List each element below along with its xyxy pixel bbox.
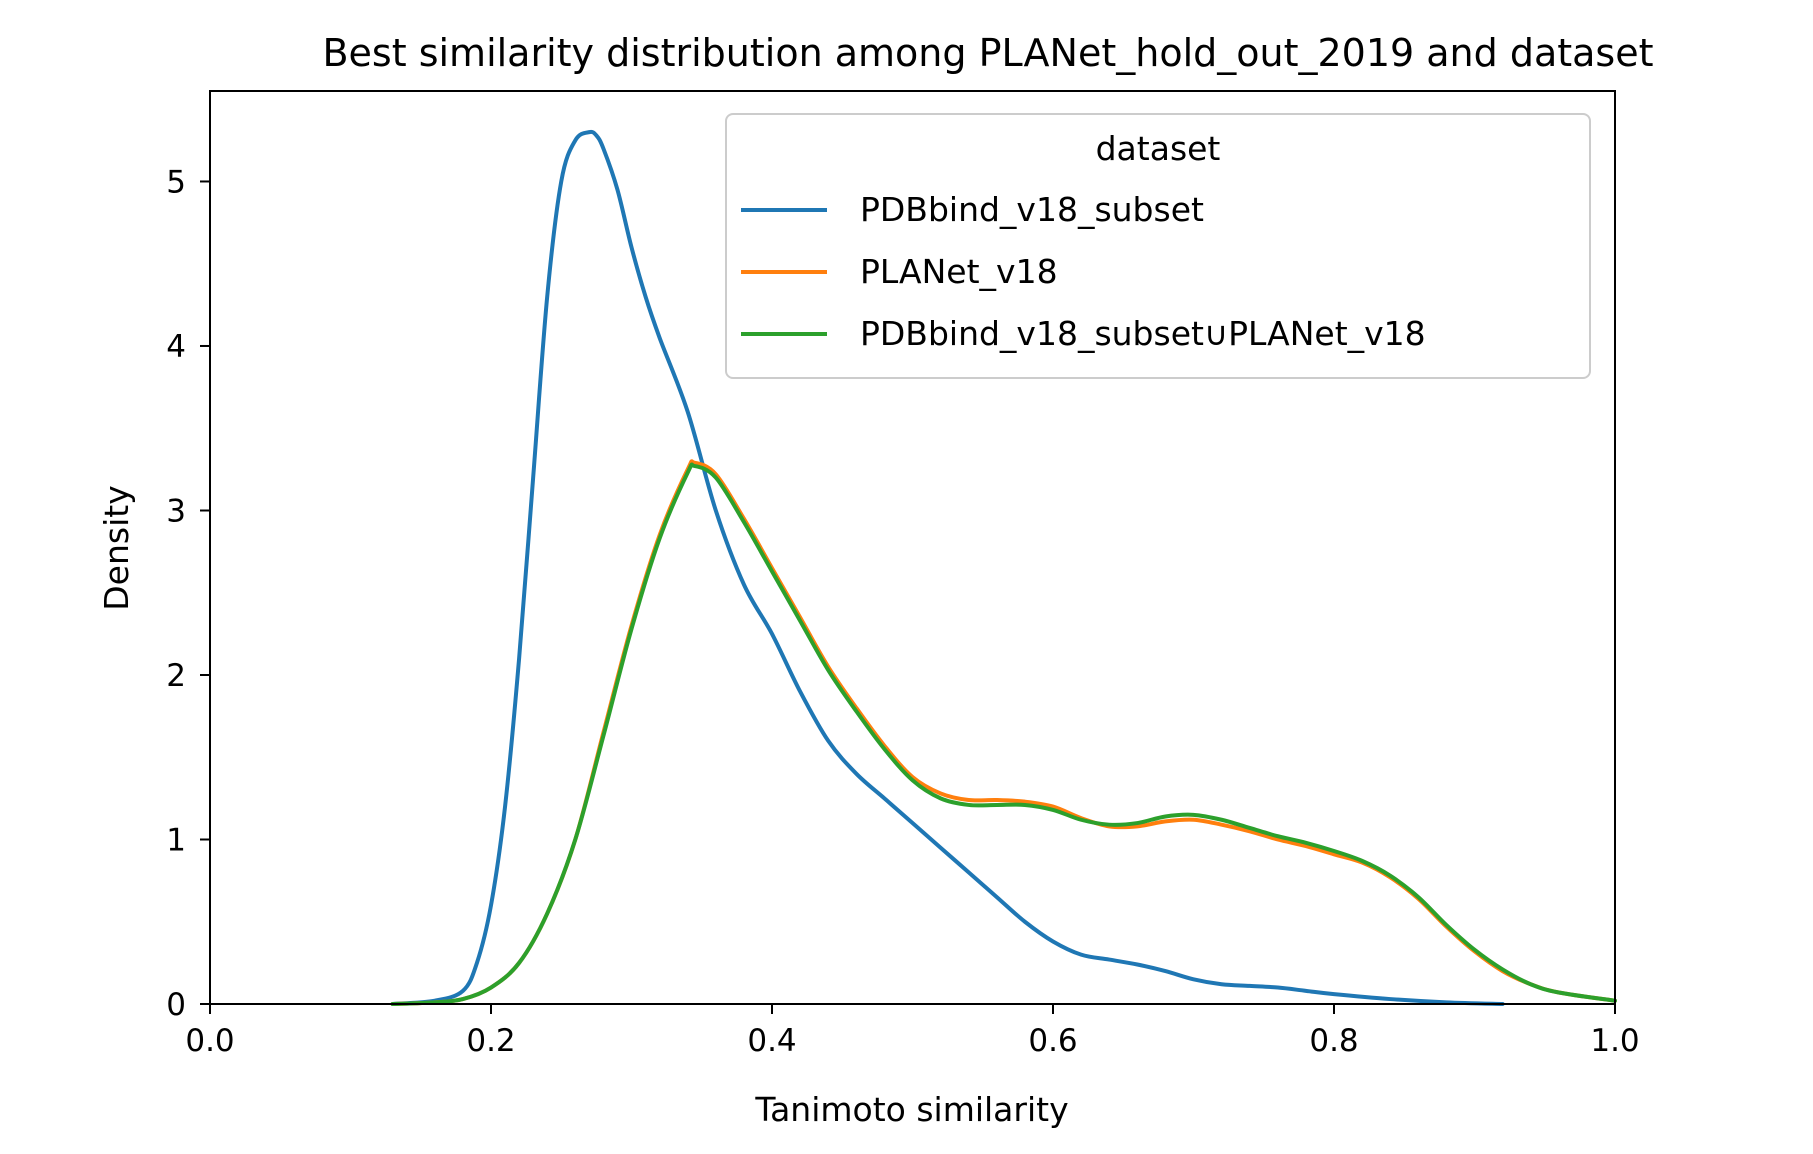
legend-entries: PDBbind_v18_subset PLANet_v18 PDBbind_v18_… [741,190,1426,353]
x-tick-label: 0.2 [466,1023,515,1059]
x-axis-label: Tanimoto similarity [754,1090,1068,1129]
legend-title: dataset [1096,129,1221,168]
y-tick-label: 4 [166,329,186,365]
legend-label-1: PLANet_v18 [860,252,1058,291]
series-layer [390,129,1617,1006]
y-tick-label: 3 [166,493,186,529]
series-line-2 [390,462,1617,1006]
y-axis-label: Density [97,485,136,610]
y-tick-label: 1 [166,822,186,858]
legend-label-2: PDBbind_v18_subset∪PLANet_v18 [860,314,1426,353]
y-axis: 0 1 2 3 4 5 [166,164,210,1023]
y-tick-label: 0 [166,987,186,1023]
series-line-1 [390,459,1617,1006]
x-tick-label: 0.6 [1028,1023,1077,1059]
x-tick-label: 0.4 [747,1023,796,1059]
x-axis: 0.0 0.2 0.4 0.6 0.8 1.0 [185,1004,1640,1059]
plot-frame [209,90,1616,1005]
chart-title: Best similarity distribution among PLANe… [322,31,1653,75]
legend: dataset PDBbind_v18_subsetPLANet_v18PDBb… [725,113,1591,379]
legend-box [725,113,1591,379]
x-tick-label: 1.0 [1590,1023,1639,1059]
y-tick-label: 2 [166,658,186,694]
y-tick-label: 5 [166,164,186,200]
x-tick-label: 0.0 [185,1023,234,1059]
x-tick-label: 0.8 [1309,1023,1358,1059]
legend-label-0: PDBbind_v18_subset [860,190,1204,229]
series-line-0 [390,129,1505,1006]
